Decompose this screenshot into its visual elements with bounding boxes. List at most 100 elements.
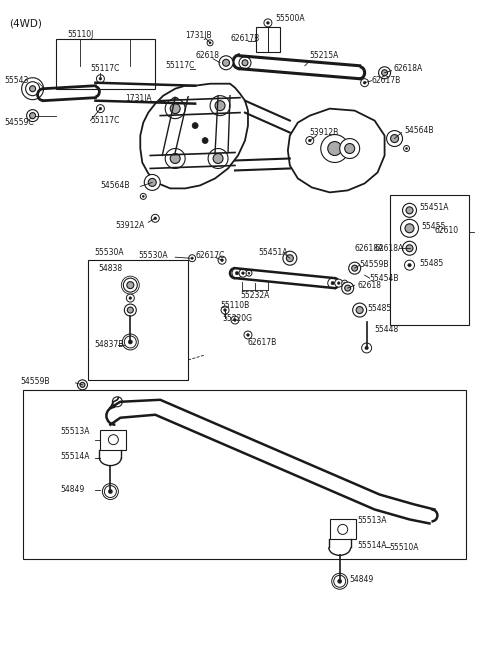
Circle shape [406, 245, 413, 252]
Text: 1731JA: 1731JA [125, 94, 152, 103]
Circle shape [231, 316, 239, 324]
Circle shape [99, 107, 102, 110]
Circle shape [221, 306, 229, 314]
Circle shape [208, 149, 228, 168]
Text: 54559C: 54559C [5, 118, 34, 127]
Circle shape [337, 282, 340, 284]
Circle shape [232, 268, 242, 278]
Circle shape [337, 579, 342, 584]
Text: (4WD): (4WD) [9, 19, 42, 29]
Circle shape [321, 134, 348, 162]
Text: 55530A: 55530A [95, 248, 124, 257]
Text: 55454B: 55454B [370, 274, 399, 283]
Circle shape [26, 109, 38, 122]
Circle shape [244, 331, 252, 339]
Circle shape [403, 203, 417, 217]
Circle shape [345, 285, 351, 291]
Circle shape [202, 138, 208, 143]
Circle shape [242, 60, 248, 66]
Circle shape [382, 69, 387, 76]
Circle shape [126, 294, 134, 302]
Text: 55530A: 55530A [138, 251, 168, 260]
Circle shape [361, 343, 372, 353]
Text: 55117C: 55117C [90, 116, 120, 125]
Circle shape [241, 272, 244, 274]
Text: 55513A: 55513A [358, 516, 387, 525]
Circle shape [189, 255, 196, 262]
Circle shape [283, 252, 297, 265]
Circle shape [403, 241, 417, 255]
Text: 55513A: 55513A [60, 427, 90, 436]
Circle shape [353, 303, 367, 317]
Text: 55215A: 55215A [310, 51, 339, 60]
Bar [88, 260, 188, 380]
Circle shape [123, 278, 137, 292]
Circle shape [30, 113, 36, 119]
Text: 55117C: 55117C [165, 62, 194, 70]
Circle shape [108, 489, 112, 494]
Circle shape [144, 174, 160, 191]
Circle shape [365, 346, 368, 350]
Circle shape [239, 57, 251, 69]
Circle shape [239, 269, 247, 277]
Circle shape [154, 217, 156, 219]
Circle shape [406, 207, 413, 214]
Circle shape [96, 105, 104, 113]
Circle shape [234, 318, 237, 322]
Circle shape [335, 279, 343, 287]
Text: 55110J: 55110J [67, 30, 94, 39]
Circle shape [128, 340, 132, 344]
Bar [56, 39, 155, 88]
Text: 55110B: 55110B [220, 301, 249, 310]
Circle shape [25, 82, 39, 96]
Circle shape [400, 219, 419, 237]
Circle shape [224, 309, 227, 311]
Circle shape [344, 282, 346, 284]
Text: 55117C: 55117C [90, 64, 120, 73]
Circle shape [266, 22, 269, 24]
Text: 54559B: 54559B [360, 259, 389, 269]
Text: 55455: 55455 [421, 222, 446, 231]
Circle shape [342, 282, 354, 294]
Text: 62618: 62618 [358, 280, 382, 290]
Circle shape [405, 224, 414, 233]
Circle shape [140, 193, 146, 199]
Circle shape [356, 307, 363, 314]
Circle shape [192, 122, 198, 128]
Text: 62618A: 62618A [374, 244, 404, 253]
Circle shape [218, 256, 226, 264]
Text: 62618A: 62618A [394, 64, 423, 73]
Text: 55232A: 55232A [240, 291, 269, 299]
Text: 55485: 55485 [368, 303, 392, 312]
Circle shape [348, 262, 360, 274]
Circle shape [246, 270, 252, 276]
Text: 54849: 54849 [60, 485, 85, 494]
Text: 54838: 54838 [98, 264, 122, 272]
Circle shape [127, 307, 133, 313]
Circle shape [209, 42, 211, 44]
Circle shape [404, 145, 409, 151]
Circle shape [165, 99, 185, 119]
Circle shape [342, 280, 348, 286]
Circle shape [223, 60, 229, 66]
Circle shape [309, 139, 311, 142]
Text: 54559B: 54559B [21, 377, 50, 386]
Circle shape [127, 282, 134, 289]
Circle shape [235, 271, 239, 275]
Circle shape [405, 260, 415, 270]
Text: 55500A: 55500A [275, 14, 304, 24]
Circle shape [108, 435, 119, 445]
Circle shape [360, 79, 369, 86]
Bar [23, 390, 467, 559]
Circle shape [352, 265, 358, 271]
Circle shape [215, 101, 225, 111]
Circle shape [112, 397, 122, 407]
Circle shape [170, 103, 180, 113]
Circle shape [406, 147, 408, 149]
Circle shape [340, 139, 360, 159]
Circle shape [191, 257, 193, 259]
Circle shape [170, 153, 180, 164]
Text: 55510A: 55510A [390, 543, 419, 552]
Text: 62617B: 62617B [248, 339, 277, 347]
Circle shape [386, 130, 403, 147]
